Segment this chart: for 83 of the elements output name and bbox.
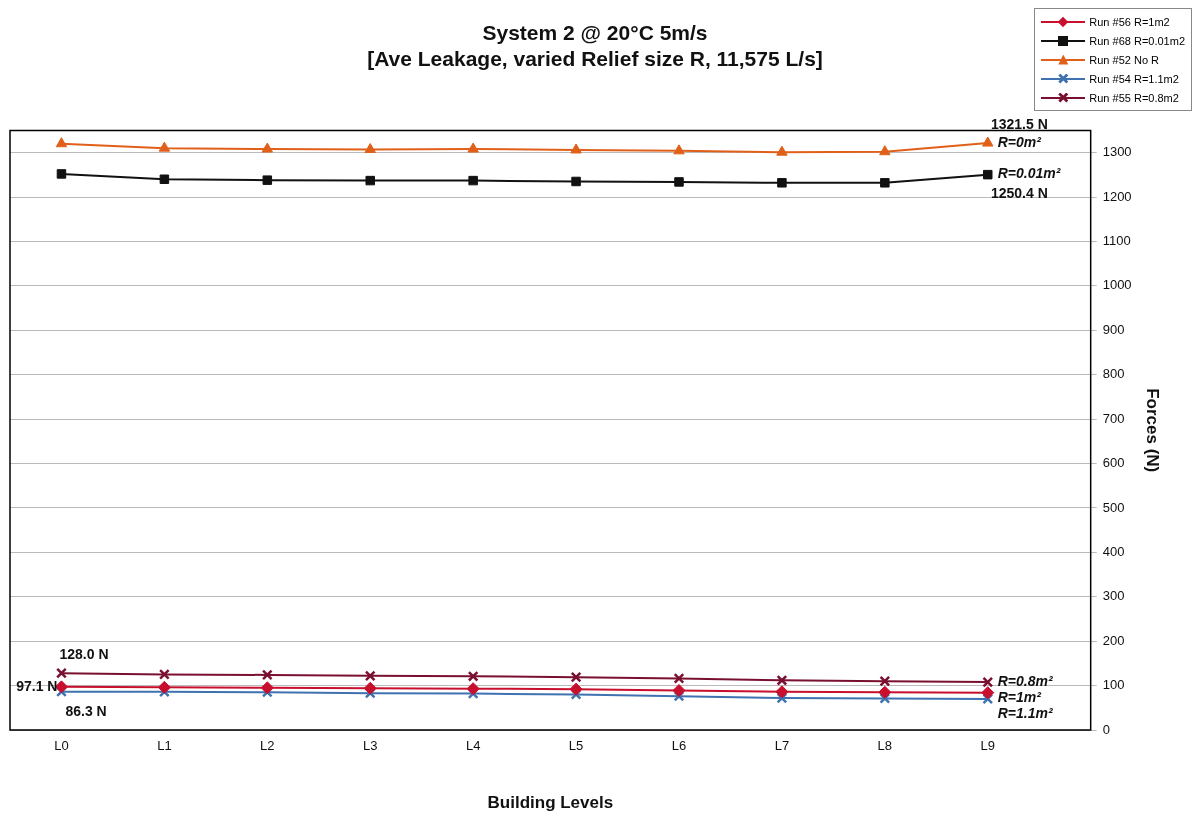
y-tick-label: 1300 (1102, 144, 1132, 160)
point (571, 176, 581, 187)
legend-label: Run #55 R=0.8m2 (1089, 91, 1179, 104)
y-tick-label: 1000 (1102, 277, 1132, 293)
point (674, 177, 684, 187)
point (365, 175, 375, 186)
point (776, 145, 788, 156)
point (981, 686, 995, 700)
y-tick-label: 1200 (1102, 188, 1132, 204)
y-axis-title: Forces (N) (1143, 388, 1163, 473)
point (55, 667, 67, 679)
y-tick-label: 100 (1102, 677, 1125, 693)
point (159, 174, 170, 184)
y-tick-label: 700 (1102, 410, 1125, 426)
annotation: R=1.1m² (997, 704, 1053, 721)
point (569, 682, 583, 696)
point (467, 670, 479, 682)
x-tick-label: L9 (980, 738, 995, 754)
x-tick-label: L8 (877, 738, 893, 754)
x-axis-title: Building Levels (487, 793, 614, 813)
point (982, 693, 994, 705)
legend-label: Run #68 R=0.01m2 (1089, 34, 1185, 47)
point (982, 676, 994, 688)
y-tick-label: 0 (1102, 721, 1110, 737)
data-label: 1321.5 N (990, 115, 1048, 132)
point (363, 681, 377, 695)
point (466, 682, 480, 696)
data-label: 86.3 N (65, 702, 107, 719)
x-tick-label: L1 (157, 738, 172, 754)
y-tick-label: 500 (1102, 499, 1125, 515)
point (56, 169, 67, 179)
point (260, 681, 274, 695)
y-tick-label: 400 (1102, 543, 1125, 559)
x-tick-label: L2 (260, 738, 275, 754)
legend-label: Run #52 No R (1089, 53, 1160, 66)
point (777, 178, 787, 188)
data-label: 97.1 N (16, 677, 58, 694)
point (468, 175, 478, 186)
point (879, 145, 891, 156)
point (467, 142, 479, 153)
point (261, 142, 273, 153)
annotation: R=1m² (997, 688, 1042, 705)
point (364, 670, 376, 682)
point (157, 680, 171, 694)
data-label: 128.0 N (59, 646, 109, 663)
x-tick-label: L0 (54, 738, 69, 754)
point (261, 669, 273, 681)
x-tick-label: L7 (774, 738, 790, 754)
data-label: 1250.4 N (990, 185, 1048, 202)
point (776, 674, 788, 686)
point (364, 143, 376, 153)
annotation: R=0.8m² (997, 672, 1053, 689)
y-tick-label: 800 (1102, 366, 1125, 382)
point (570, 671, 582, 683)
y-tick-label: 200 (1102, 632, 1125, 648)
point (982, 136, 994, 147)
y-tick-label: 600 (1102, 455, 1125, 471)
chart-subtitle: [Ave Leakage, varied Relief size R, 11,575 L/s] (367, 46, 823, 70)
point (158, 141, 171, 152)
annotation: R=0m² (997, 133, 1042, 150)
point (158, 668, 170, 680)
x-tick-label: L3 (362, 738, 378, 754)
point (672, 683, 686, 697)
point (570, 143, 582, 154)
point (55, 137, 68, 148)
point (879, 675, 891, 687)
point (878, 685, 892, 699)
x-tick-label: L5 (568, 738, 584, 754)
chart-title: System 2 @ 20°C 5m/s (482, 21, 708, 45)
y-tick-label: 1100 (1102, 233, 1131, 249)
y-tick-label: 900 (1102, 321, 1125, 337)
point (983, 169, 993, 180)
point (673, 144, 685, 155)
x-tick-label: L6 (671, 738, 687, 754)
point (775, 685, 789, 699)
x-tick-label: L4 (465, 738, 481, 754)
legend-label: Run #56 R=1m2 (1089, 15, 1170, 28)
point (673, 672, 685, 684)
y-tick-label: 300 (1102, 588, 1125, 604)
point (880, 178, 890, 188)
legend-label: Run #54 R=1.1m2 (1089, 72, 1179, 85)
annotation: R=0.01m² (997, 165, 1061, 182)
point (262, 175, 273, 185)
